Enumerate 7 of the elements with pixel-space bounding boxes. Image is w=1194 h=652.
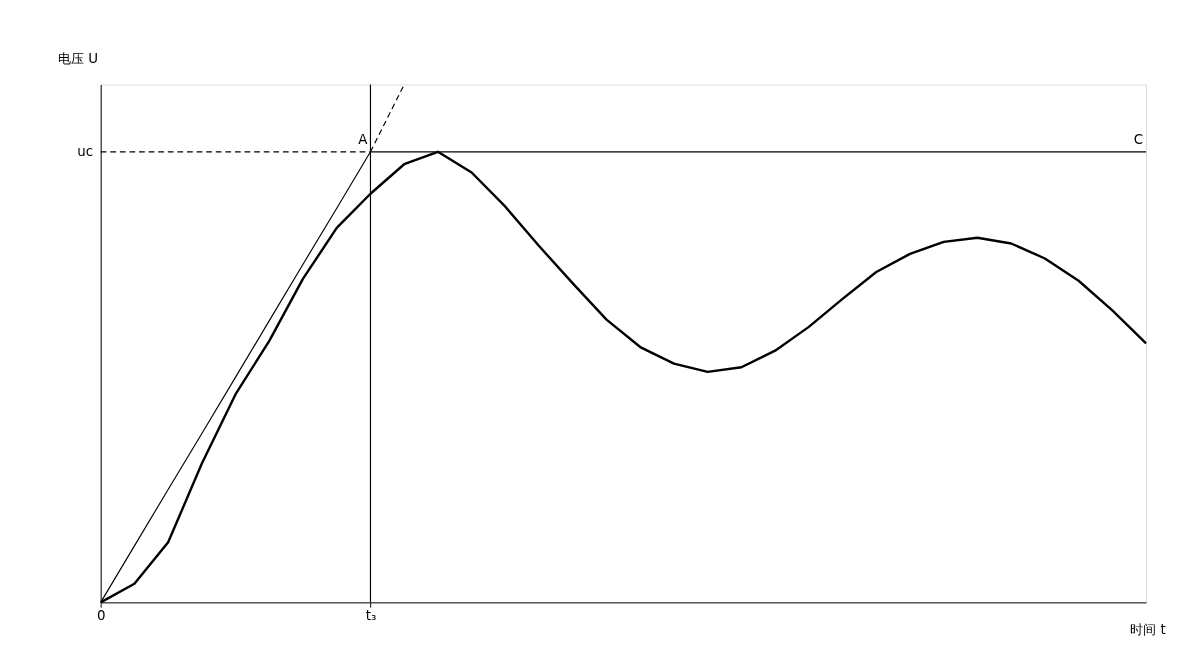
x-tick-label: t₃ — [365, 608, 377, 624]
annotation: uc — [77, 143, 94, 159]
x-axis-title: 时间 t — [1130, 622, 1166, 638]
annotation: C — [1133, 132, 1144, 148]
y-axis-title: 电压 U — [58, 50, 99, 66]
x-tick-label: 0 — [96, 608, 106, 624]
annotation: A — [358, 132, 369, 148]
